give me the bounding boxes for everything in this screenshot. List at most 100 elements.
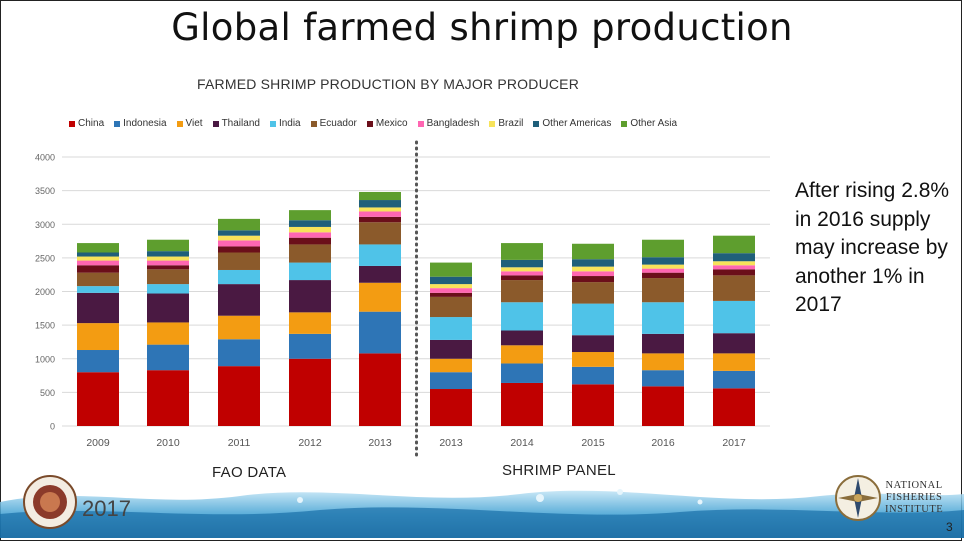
bar-segment-bangladesh xyxy=(218,240,260,247)
legend-item-other-americas: Other Americas xyxy=(533,118,611,129)
legend-swatch xyxy=(69,120,75,127)
bar-segment-viet xyxy=(77,323,119,351)
page-number: 3 xyxy=(946,520,953,534)
bar-segment-bangladesh xyxy=(642,268,684,273)
y-tick-label: 4000 xyxy=(35,153,55,163)
bar-segment-viet xyxy=(713,353,755,371)
bar-segment-china xyxy=(430,389,472,426)
bar-segment-ecuador xyxy=(501,280,543,303)
bar-segment-other-asia xyxy=(147,239,189,252)
nfi-name-line3: INSTITUTE xyxy=(885,504,944,515)
legend-swatch xyxy=(533,120,540,127)
legend-swatch xyxy=(366,120,373,127)
bar-segment-other-americas xyxy=(147,251,189,257)
legend-label: India xyxy=(278,118,301,129)
legend-label: Indonesia xyxy=(123,118,167,129)
bar-segment-china xyxy=(572,384,614,426)
bar-segment-indonesia xyxy=(572,366,614,385)
bar-segment-viet xyxy=(359,282,401,312)
bar-segment-india xyxy=(430,317,472,340)
bar-segment-china xyxy=(289,358,331,426)
x-tick-label: 2014 xyxy=(510,437,534,449)
legend-swatch xyxy=(269,120,276,127)
bar-segment-brazil xyxy=(147,256,189,261)
bar-segment-other-americas xyxy=(501,259,543,268)
legend-item-indonesia: Indonesia xyxy=(114,118,167,129)
bar-segment-mexico xyxy=(218,246,260,253)
nfi-name-line2: FISHERIES xyxy=(885,492,943,503)
bar-segment-viet xyxy=(218,315,260,340)
bar-segment-bangladesh xyxy=(359,211,401,217)
legend-label: Other Americas xyxy=(542,118,612,129)
bar-segment-other-americas xyxy=(289,220,331,227)
y-tick-label: 500 xyxy=(40,388,55,398)
bar-segment-india xyxy=(642,302,684,334)
bar-segment-thailand xyxy=(359,265,401,283)
legend-label: Mexico xyxy=(375,118,408,129)
legend-swatch xyxy=(417,120,424,127)
bar-segment-indonesia xyxy=(501,363,543,383)
bar-segment-ecuador xyxy=(713,275,755,301)
bar-segment-ecuador xyxy=(430,296,472,318)
legend-item-ecuador: Ecuador xyxy=(310,118,357,129)
global-seafood-conference-logo xyxy=(23,475,77,529)
x-tick-label: 2016 xyxy=(651,437,675,449)
bar-segment-india xyxy=(147,284,189,294)
stacked-bar-chart: 0 500 1000 1500 2000 2500 3000 3500 4000 2009 2010… xyxy=(35,140,770,460)
bar-segment-ecuador xyxy=(218,252,260,270)
bar-segment-indonesia xyxy=(430,372,472,390)
bar-segment-brazil xyxy=(430,284,472,289)
bar-segment-india xyxy=(218,269,260,285)
bar-segment-bangladesh xyxy=(147,260,189,266)
bar-segment-indonesia xyxy=(77,350,119,373)
legend-item-thailand: Thailand xyxy=(212,118,260,129)
chart-legend: China Indonesia Viet Thailand India Ecuador Me… xyxy=(69,118,687,129)
x-tick-label: 2017 xyxy=(722,437,746,449)
bar-segment-thailand xyxy=(572,335,614,353)
y-tick-label: 2000 xyxy=(35,287,55,297)
bar-segment-bangladesh xyxy=(713,265,755,270)
legend-item-india: India xyxy=(269,118,301,129)
bar-segment-india xyxy=(359,244,401,266)
bar-segment-china xyxy=(713,388,755,426)
legend-item-china: China xyxy=(69,118,104,129)
y-tick-label: 1500 xyxy=(35,321,55,331)
x-tick-label: 2012 xyxy=(298,437,322,449)
bar-segment-china xyxy=(218,366,260,426)
legend-swatch xyxy=(212,120,219,127)
bar-segment-other-asia xyxy=(572,243,614,260)
bar-segment-other-americas xyxy=(218,230,260,236)
bar-segment-bangladesh xyxy=(430,288,472,293)
conference-year: 2017 xyxy=(82,496,131,521)
legend-swatch xyxy=(621,120,628,127)
bar-segment-other-asia xyxy=(289,210,331,221)
bar-segment-thailand xyxy=(218,284,260,316)
y-tick-label: 0 xyxy=(50,422,55,432)
bar-segment-china xyxy=(359,353,401,426)
legend-item-other-asia: Other Asia xyxy=(621,118,677,129)
slide-title: Global farmed shrimp production xyxy=(171,6,793,49)
bar-segment-ecuador xyxy=(642,278,684,303)
bar-segment-indonesia xyxy=(713,370,755,389)
y-tick-label: 3000 xyxy=(35,220,55,230)
bar-segment-indonesia xyxy=(218,339,260,367)
x-tick-label: 2011 xyxy=(228,437,251,449)
x-tick-label: 2015 xyxy=(581,437,605,449)
bar-segment-other-asia xyxy=(218,218,260,231)
sidenote-text: After rising 2.8% in 2016 supply may inc… xyxy=(795,179,950,316)
bar-segment-mexico xyxy=(642,272,684,279)
bar-segment-viet xyxy=(642,353,684,371)
bar-segment-brazil xyxy=(289,226,331,233)
bar-segment-brazil xyxy=(501,267,543,272)
bar-segment-india xyxy=(289,262,331,281)
bar-segment-other-asia xyxy=(77,243,119,253)
bar-segment-mexico xyxy=(289,237,331,245)
legend-swatch xyxy=(489,120,496,127)
legend-label: China xyxy=(78,118,105,129)
bar-segment-mexico xyxy=(713,269,755,276)
bar-segment-other-americas xyxy=(713,253,755,262)
bar-segment-thailand xyxy=(77,292,119,324)
bar-segment-brazil xyxy=(77,256,119,261)
bar-segment-other-americas xyxy=(430,276,472,285)
bar-segment-viet xyxy=(572,352,614,367)
